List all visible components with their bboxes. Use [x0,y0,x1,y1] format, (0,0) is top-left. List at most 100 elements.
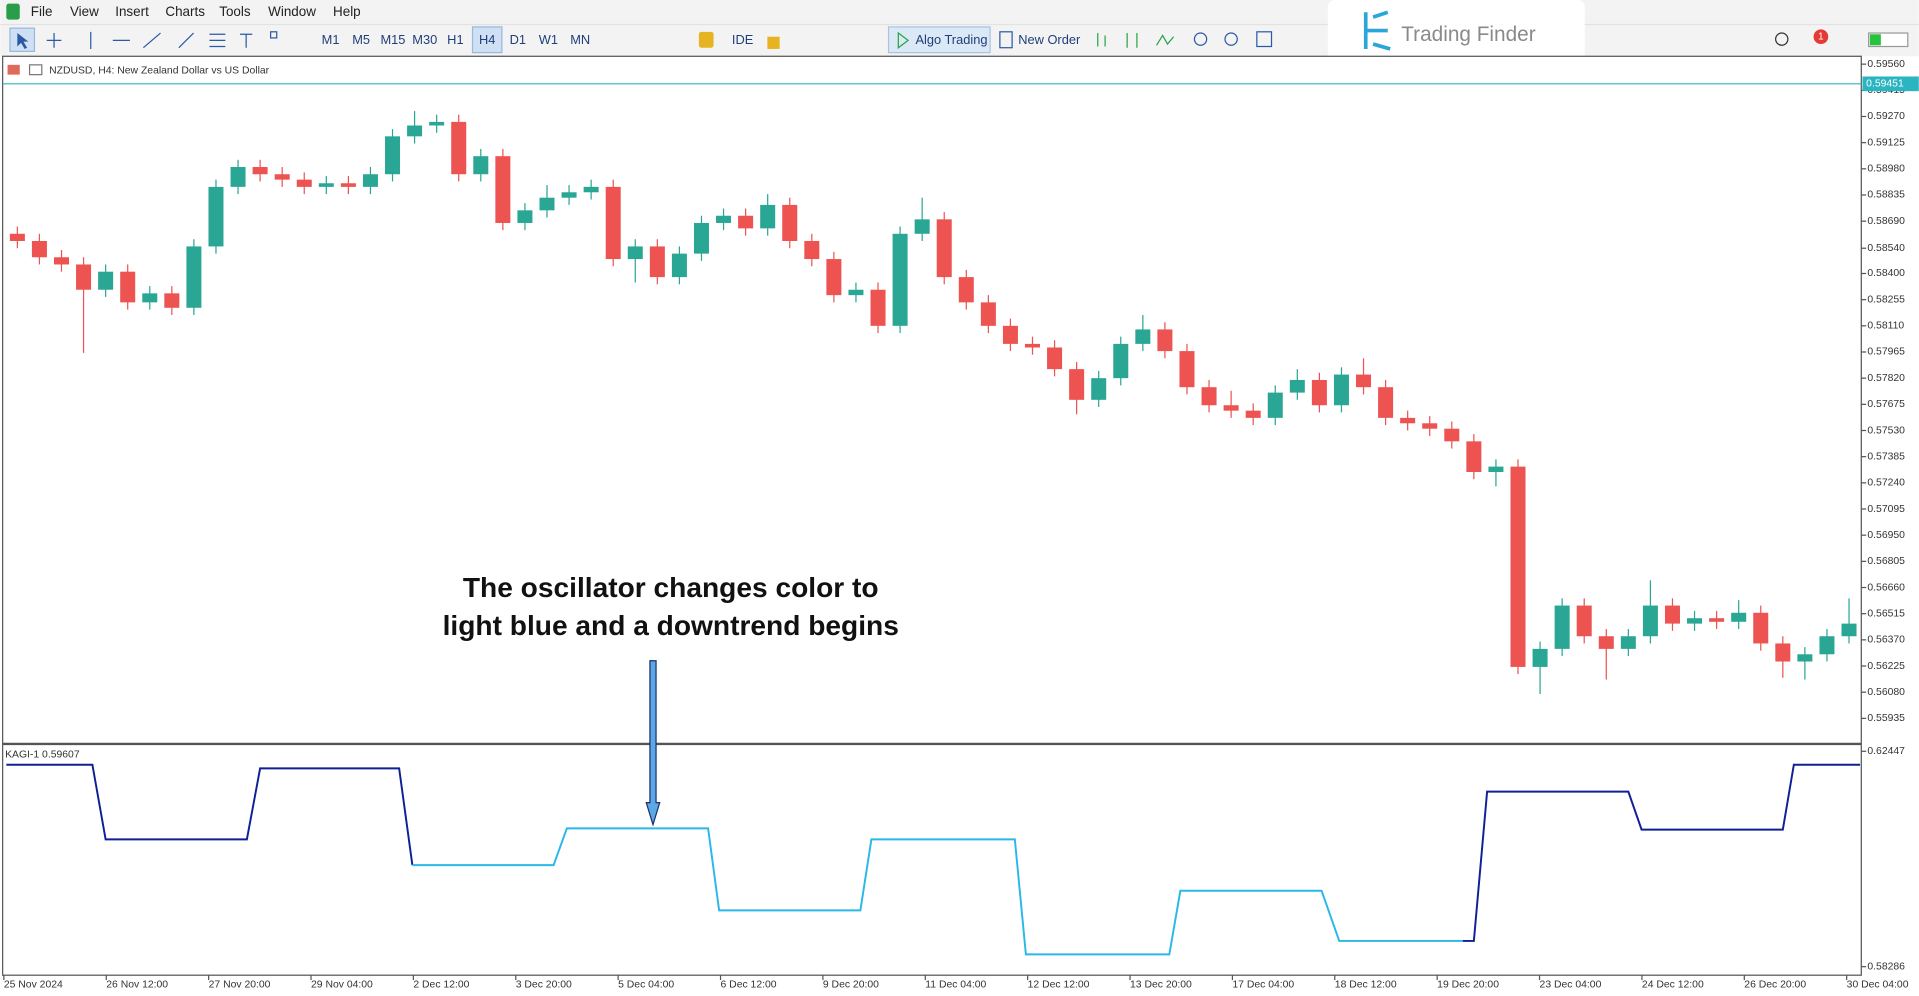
menu-item[interactable]: Window [268,4,316,19]
candle-body [1841,623,1857,637]
menu-item[interactable]: File [31,4,53,19]
candle-body [1201,387,1217,406]
y-tick-label: 0.58286 [1867,961,1905,972]
tile-icon[interactable] [1256,31,1273,48]
timeframe-button[interactable]: M5 [352,32,370,47]
candle-body [1245,410,1261,418]
candle-body [1267,392,1283,418]
candle-body [429,121,445,126]
y-tick-label: 0.58110 [1867,321,1904,332]
candle-body [1444,428,1460,442]
timeframe-button[interactable]: H4 [479,32,495,47]
timeframe-button[interactable]: M1 [322,32,340,47]
dollar-icon[interactable] [698,31,714,48]
candle-body [1620,636,1636,649]
x-tick-label: 3 Dec 20:00 [516,980,572,991]
candle-body [1422,423,1438,429]
y-tick-label: 0.57820 [1867,373,1905,384]
menu-item[interactable]: Charts [165,4,205,19]
timeframe-button[interactable]: D1 [510,32,526,47]
objects-icon[interactable] [270,31,278,39]
candle-body [318,183,334,187]
order-icon [999,31,1013,49]
candle-body [1598,636,1614,649]
candle-body [385,136,401,175]
algo-trading-label[interactable]: Algo Trading [915,32,987,47]
timeframe-button[interactable]: M30 [412,32,437,47]
x-tick-label: 24 Dec 12:00 [1642,980,1704,991]
zoom-in[interactable] [1193,32,1208,46]
x-tick-label: 2 Dec 12:00 [413,980,469,991]
algo-button[interactable] [887,26,991,54]
y-tick-label: 0.57095 [1867,504,1905,515]
candle-body [980,302,996,326]
notification-badge[interactable] [1813,29,1829,45]
candle-body [9,233,25,242]
menu-item[interactable]: Tools [219,4,251,19]
logo-box [1327,0,1585,62]
candle-body [1664,605,1680,624]
candle-body [1576,605,1592,637]
candle-body [495,156,511,223]
x-tick-label: 5 Dec 04:00 [618,980,674,991]
chart-type-icons[interactable] [1097,33,1175,48]
timeframe-button[interactable]: MN [570,32,590,47]
candle-body [760,204,776,229]
cursor-icon [17,33,29,49]
candle-body [958,277,974,303]
candle-body [1532,648,1548,667]
candle-body [142,293,158,303]
y-tick-label: 0.56805 [1867,556,1905,567]
active-timeframe [471,26,503,54]
lock-icon[interactable] [767,36,780,49]
y-tick-label: 0.56370 [1867,635,1905,646]
candle-body [451,121,467,175]
x-tick-label: 6 Dec 12:00 [721,980,777,991]
kagi-line [412,827,1463,956]
timeframe-button[interactable]: H1 [447,32,463,47]
x-tick-label: 9 Dec 20:00 [823,980,879,991]
y-tick-label: 0.57675 [1867,399,1905,410]
candle-body [208,186,224,247]
y-tick-label: 0.58540 [1867,243,1905,254]
zoom-out[interactable] [1224,32,1238,46]
candle-body [804,241,820,260]
candle-body [1047,347,1063,370]
indicator-title: KAGI-1 0.59607 [5,750,80,761]
candle-body [164,293,180,308]
y-tick-label: 0.58255 [1867,294,1905,305]
crosshair-icon[interactable] [46,33,62,48]
y-tick-label: 0.59560 [1867,59,1905,70]
menu-item[interactable]: Help [333,4,361,19]
menu-item[interactable]: View [70,4,99,19]
candle-body [782,204,798,242]
candle-body [738,215,754,229]
candle-body [274,174,290,180]
y-tick-label: 0.56080 [1867,687,1905,698]
x-tick-label: 19 Dec 20:00 [1437,980,1499,991]
ide-button[interactable]: IDE [732,32,753,47]
x-tick-label: 11 Dec 04:00 [925,980,986,991]
y-tick-label: 0.55935 [1867,713,1905,724]
candle-body [936,219,952,278]
candle-body [98,271,114,290]
new-order-label[interactable]: New Order [1018,32,1081,47]
draw-tools[interactable] [90,31,253,49]
y-tick-label: 0.58690 [1867,216,1905,227]
logo-mark [1363,10,1391,51]
menu-item[interactable]: Insert [115,4,149,19]
search-icon[interactable] [1775,32,1789,46]
candle-body [583,186,599,193]
candle-body [1642,605,1658,637]
candle-body [716,215,732,223]
x-tick-label: 25 Nov 2024 [4,980,63,991]
x-tick-label: 30 Dec 04:00 [1847,980,1909,991]
candle-body [76,264,92,290]
y-tick-label: 0.62447 [1867,746,1905,757]
candle-body [230,167,246,187]
x-tick-label: 29 Nov 04:00 [311,980,373,991]
timeframe-button[interactable]: W1 [539,32,558,47]
timeframe-button[interactable]: M15 [380,32,405,47]
candle-body [561,192,577,198]
